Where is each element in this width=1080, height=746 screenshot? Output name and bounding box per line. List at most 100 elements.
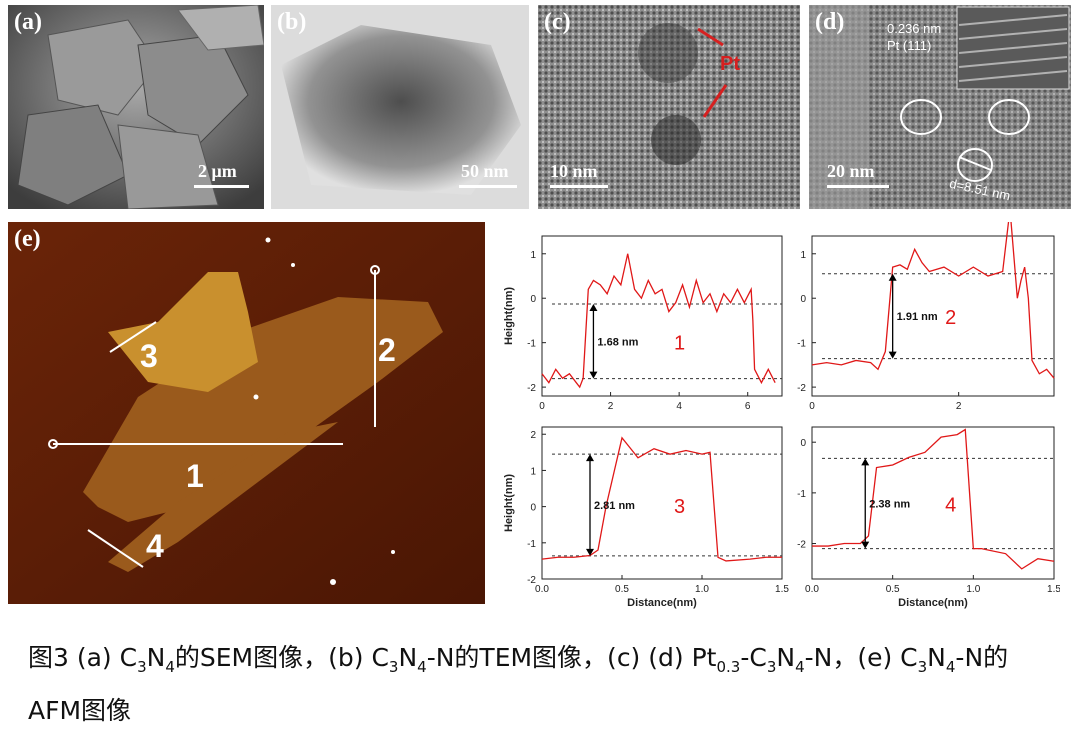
step-height-label: 2.38 nm xyxy=(869,499,910,511)
tem-texture xyxy=(271,5,529,209)
caption-subscript: 4 xyxy=(165,658,175,676)
y-tick-label: 0 xyxy=(530,294,536,305)
panel-d-scale-bar xyxy=(827,185,889,188)
step-arrow-head xyxy=(586,548,594,556)
afm-texture xyxy=(8,222,485,604)
panel-b-scale-bar xyxy=(459,185,517,188)
panel-c-scale-text: 10 nm xyxy=(550,161,598,181)
step-height-label: 1.68 nm xyxy=(597,336,638,348)
height-profile-line xyxy=(541,253,776,389)
y-tick-label: 0 xyxy=(530,503,536,514)
height-profile-line xyxy=(541,436,782,562)
panel-a-label: (a) xyxy=(14,9,42,35)
caption-text: 的SEM图像，(b) C xyxy=(174,643,389,672)
panel-d-hrtem-image: (d) 0.236 nm Pt (111) d=8.51 nm 20 nm xyxy=(809,5,1071,209)
x-tick-label: 1.5 xyxy=(775,584,789,595)
lattice-plane: Pt (111) xyxy=(887,38,932,53)
plot-frame xyxy=(811,426,1055,580)
x-tick-label: 0.5 xyxy=(615,584,629,595)
y-tick-label: -2 xyxy=(797,383,806,394)
y-tick-label: 1 xyxy=(800,250,806,261)
y-axis-label: Height(nm) xyxy=(503,287,515,345)
hrtem-d-texture xyxy=(809,5,1071,209)
caption-subscript: 3 xyxy=(766,658,777,676)
plot-frame xyxy=(541,235,783,397)
caption-text: -C xyxy=(740,643,767,672)
panel-c-label: (c) xyxy=(544,9,571,35)
x-tick-label: 0 xyxy=(539,401,545,412)
panel-b-tem-image: (b) 50 nm xyxy=(271,5,529,209)
x-tick-label: 1.5 xyxy=(1047,584,1060,595)
y-tick-label: 1 xyxy=(530,466,536,477)
caption-text: N xyxy=(146,643,166,672)
afm-line-3-label: 3 xyxy=(140,338,158,374)
caption-subscript: 3 xyxy=(388,658,399,676)
caption-subscript: 3 xyxy=(917,658,928,676)
x-axis-label: Distance(nm) xyxy=(627,597,697,609)
x-axis-label: Distance(nm) xyxy=(898,597,968,609)
sem-texture xyxy=(8,5,264,209)
y-tick-label: -1 xyxy=(797,339,806,350)
panel-b-scale-text: 50 nm xyxy=(461,161,509,181)
caption-text: N xyxy=(776,643,796,672)
lattice-spacing: 0.236 nm xyxy=(887,21,942,36)
step-height-label: 2.81 nm xyxy=(594,500,635,512)
y-tick-label: 2 xyxy=(530,430,536,441)
step-arrow-head xyxy=(589,304,598,311)
caption-subscript: 0.3 xyxy=(716,658,741,676)
caption-text: N xyxy=(398,643,418,672)
figure-caption: 图3 (a) C3N4的SEM图像，(b) C3N4-N的TEM图像，(c) (… xyxy=(28,636,1058,733)
caption-subscript: 3 xyxy=(137,658,147,676)
panel-d-label: (d) xyxy=(815,9,845,35)
x-tick-label: 4 xyxy=(676,401,682,412)
step-arrow-head xyxy=(861,458,870,466)
y-tick-label: 0 xyxy=(800,438,806,449)
caption-subscript: 4 xyxy=(795,658,805,676)
y-tick-label: -2 xyxy=(527,575,536,586)
y-tick-label: -1 xyxy=(527,339,536,350)
profile-number-label: 1 xyxy=(674,332,685,354)
height-profile-line xyxy=(811,222,1055,379)
y-tick-label: 1 xyxy=(530,250,536,261)
height-profile-line xyxy=(812,428,1055,570)
step-height-label: 1.91 nm xyxy=(897,311,938,323)
caption-subscript: 4 xyxy=(945,658,956,676)
caption-text: -N的AFM图像 xyxy=(28,643,1009,725)
step-arrow-head xyxy=(586,454,594,462)
y-tick-label: -2 xyxy=(797,540,806,551)
panel-e-afm-image: (e) 1 2 3 4 xyxy=(8,222,485,604)
afm-line-4-label: 4 xyxy=(146,528,164,564)
step-arrow-head xyxy=(888,273,897,281)
x-tick-label: 0.0 xyxy=(535,584,549,595)
step-arrow-head xyxy=(589,371,598,379)
caption-text: -N的TEM图像，(c) (d) Pt xyxy=(426,643,717,672)
x-tick-label: 2 xyxy=(608,401,614,412)
panel-b-label: (b) xyxy=(277,9,307,35)
plot-frame xyxy=(541,426,783,580)
x-tick-label: 0 xyxy=(809,401,815,412)
x-tick-label: 1.0 xyxy=(695,584,709,595)
x-tick-label: 1.0 xyxy=(966,584,980,595)
pt-annotation: Pt xyxy=(720,53,740,75)
panel-c-scale-bar xyxy=(550,185,608,188)
caption-subscript: 4 xyxy=(417,658,427,676)
step-arrow-head xyxy=(888,351,897,359)
y-tick-label: -2 xyxy=(527,383,536,394)
x-tick-label: 6 xyxy=(745,401,751,412)
x-tick-label: 2 xyxy=(956,401,962,412)
afm-line-2-label: 2 xyxy=(378,332,396,368)
plot-frame xyxy=(811,235,1055,397)
profile-number-label: 2 xyxy=(945,307,956,329)
caption-text: -N，(e) C xyxy=(804,643,918,672)
y-axis-label: Height(nm) xyxy=(503,474,515,532)
profile-number-label: 4 xyxy=(945,495,956,517)
panel-c-hrtem-image: (c) Pt 10 nm xyxy=(538,5,800,209)
panel-e-label: (e) xyxy=(14,226,41,252)
afm-line-1-label: 1 xyxy=(186,458,204,494)
x-tick-label: 0.5 xyxy=(886,584,900,595)
x-tick-label: 0.0 xyxy=(805,584,819,595)
panel-a-scale-text: 2 μm xyxy=(198,161,237,181)
panel-a-scale-bar xyxy=(194,185,249,188)
hrtem-texture xyxy=(538,5,800,209)
